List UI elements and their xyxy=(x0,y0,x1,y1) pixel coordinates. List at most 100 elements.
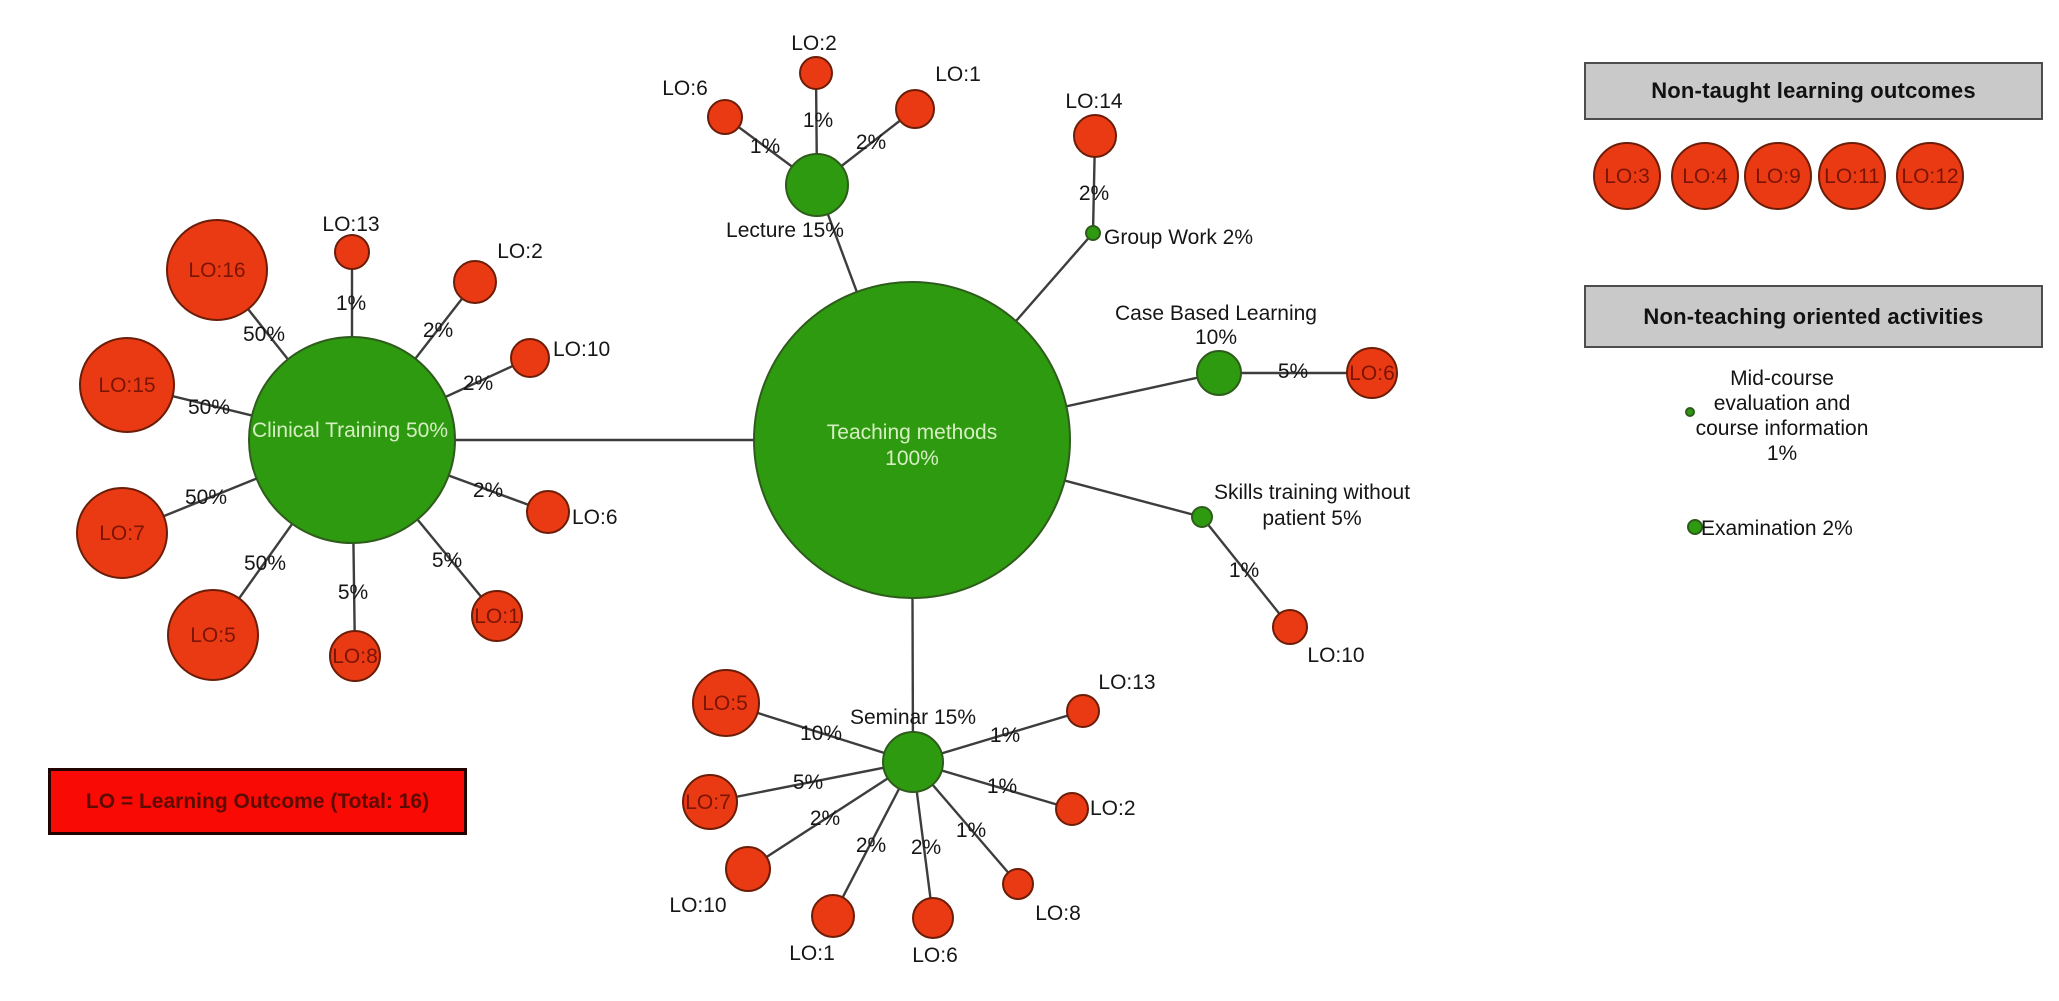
node-midcourse-dot xyxy=(1685,407,1695,417)
edge-skills-skl-lo10 xyxy=(1201,516,1291,628)
midcourse-evaluation-label: Mid-course evaluation and course informa… xyxy=(1659,366,1905,466)
edge-label-clinical-cl-lo13: 1% xyxy=(336,292,366,315)
midcourse-line-3: course information xyxy=(1695,417,1869,440)
node-label-cl-lo10: LO:10 xyxy=(553,338,610,361)
examination-label: Examination 2% xyxy=(1701,517,1853,540)
node-label-cbl: 10% xyxy=(1195,326,1237,349)
node-label-nt-lo3: LO:3 xyxy=(1604,165,1650,188)
node-sem-lo7 xyxy=(682,774,738,830)
node-skills xyxy=(1191,506,1213,528)
edge-label-seminar-sem-lo7: 5% xyxy=(793,771,823,794)
node-label-skills: Skills training without xyxy=(1214,481,1410,504)
node-lecture xyxy=(785,153,849,217)
node-nt-lo11 xyxy=(1818,142,1886,210)
node-label-cl-lo8: LO:8 xyxy=(332,645,378,668)
node-cl-lo15 xyxy=(79,337,175,433)
node-cl-lo1 xyxy=(471,590,523,642)
edge-label-seminar-sem-lo13: 1% xyxy=(990,724,1020,747)
node-exam-dot xyxy=(1687,519,1703,535)
panel-non-teaching-header: Non-teaching oriented activities xyxy=(1584,285,2043,348)
node-label-nt-lo11: LO:11 xyxy=(1824,165,1880,188)
edge-label-clinical-cl-lo5: 50% xyxy=(244,552,286,575)
node-sem-lo10 xyxy=(725,846,771,892)
edge-label-clinical-cl-lo2: 2% xyxy=(423,319,453,342)
midcourse-line-4: 1% xyxy=(1766,442,1798,465)
node-label-lecture: Lecture 15% xyxy=(726,219,844,242)
edge-label-clinical-cl-lo7: 50% xyxy=(185,486,227,509)
node-label-groupwork: Group Work 2% xyxy=(1104,226,1253,249)
node-cl-lo5 xyxy=(167,589,259,681)
edge-seminar-sem-lo10 xyxy=(747,760,914,871)
node-label-skills: patient 5% xyxy=(1262,507,1361,530)
node-label-lec-lo6: LO:6 xyxy=(662,77,708,100)
edge-label-lecture-lec-lo2: 1% xyxy=(803,109,833,132)
node-lo14 xyxy=(1073,114,1117,158)
node-sem-lo1 xyxy=(811,894,855,938)
node-teaching xyxy=(753,281,1071,599)
edge-label-seminar-sem-lo6: 2% xyxy=(911,836,941,859)
node-label-nt-lo9: LO:9 xyxy=(1755,165,1801,188)
node-cl-lo16 xyxy=(166,219,268,321)
node-skl-lo10 xyxy=(1272,609,1308,645)
node-label-sem-lo2: LO:2 xyxy=(1090,797,1136,820)
edge-label-clinical-cl-lo15: 50% xyxy=(188,396,230,419)
edge-label-clinical-cl-lo16: 50% xyxy=(243,323,285,346)
node-label-teaching: 100% xyxy=(885,447,939,470)
legend-box: LO = Learning Outcome (Total: 16) xyxy=(48,768,467,835)
node-label-sem-lo5: LO:5 xyxy=(702,692,748,715)
node-nt-lo3 xyxy=(1593,142,1661,210)
node-label-nt-lo12: LO:12 xyxy=(1901,165,1958,188)
node-sem-lo2 xyxy=(1055,792,1089,826)
node-cbl xyxy=(1196,350,1242,396)
node-lec-lo6 xyxy=(707,99,743,135)
node-label-sem-lo8: LO:8 xyxy=(1035,902,1081,925)
node-sem-lo8 xyxy=(1002,868,1034,900)
node-label-sem-lo1: LO:1 xyxy=(789,942,835,965)
node-cl-lo7 xyxy=(76,487,168,579)
node-label-cbl-lo6: LO:6 xyxy=(1349,362,1395,385)
node-label-nt-lo4: LO:4 xyxy=(1682,165,1728,188)
node-cbl-lo6 xyxy=(1346,347,1398,399)
node-cl-lo6 xyxy=(526,490,570,534)
node-cl-lo8 xyxy=(329,630,381,682)
node-cl-lo10 xyxy=(510,338,550,378)
node-label-skl-lo10: LO:10 xyxy=(1307,644,1364,667)
edge-label-seminar-sem-lo8: 1% xyxy=(956,819,986,842)
edge-seminar-sem-lo7 xyxy=(709,760,914,804)
edge-label-clinical-cl-lo10: 2% xyxy=(463,372,493,395)
panel-non-teaching-title: Non-teaching oriented activities xyxy=(1643,303,1984,329)
node-seminar xyxy=(882,731,944,793)
node-cl-lo13 xyxy=(334,234,370,270)
midcourse-line-2: evaluation and xyxy=(1713,392,1851,415)
node-cl-lo2 xyxy=(453,260,497,304)
edge-label-groupwork-lo14: 2% xyxy=(1079,182,1109,205)
node-label-seminar: Seminar 15% xyxy=(850,706,976,729)
panel-non-taught-header: Non-taught learning outcomes xyxy=(1584,62,2043,120)
node-nt-lo9 xyxy=(1744,142,1812,210)
edge-label-clinical-cl-lo1: 5% xyxy=(432,549,462,572)
node-label-sem-lo6: LO:6 xyxy=(912,944,958,967)
edge-label-seminar-sem-lo1: 2% xyxy=(856,834,886,857)
node-label-sem-lo7: LO:7 xyxy=(685,791,731,814)
node-label-cl-lo13: LO:13 xyxy=(322,213,379,236)
panel-non-taught-title: Non-taught learning outcomes xyxy=(1651,78,1976,103)
node-sem-lo6 xyxy=(912,897,954,939)
node-label-cl-lo5: LO:5 xyxy=(190,624,236,647)
node-label-lo14: LO:14 xyxy=(1065,90,1123,113)
node-label-cl-lo15: LO:15 xyxy=(98,374,155,397)
edge-label-seminar-sem-lo10: 2% xyxy=(810,807,840,830)
edge-label-clinical-cl-lo8: 5% xyxy=(338,581,368,604)
node-groupwork xyxy=(1085,225,1101,241)
node-label-cl-lo16: LO:16 xyxy=(188,259,245,282)
edge-label-clinical-cl-lo6: 2% xyxy=(473,479,503,502)
node-label-sem-lo10: LO:10 xyxy=(669,894,726,917)
node-lec-lo1 xyxy=(895,89,935,129)
node-lec-lo2 xyxy=(799,56,833,90)
node-label-teaching: Teaching methods xyxy=(827,421,997,444)
node-label-cl-lo6: LO:6 xyxy=(572,506,618,529)
edge-label-skills-skl-lo10: 1% xyxy=(1229,559,1259,582)
edge-label-lecture-lec-lo6: 1% xyxy=(750,135,780,158)
edge-label-cbl-cbl-lo6: 5% xyxy=(1278,360,1308,383)
